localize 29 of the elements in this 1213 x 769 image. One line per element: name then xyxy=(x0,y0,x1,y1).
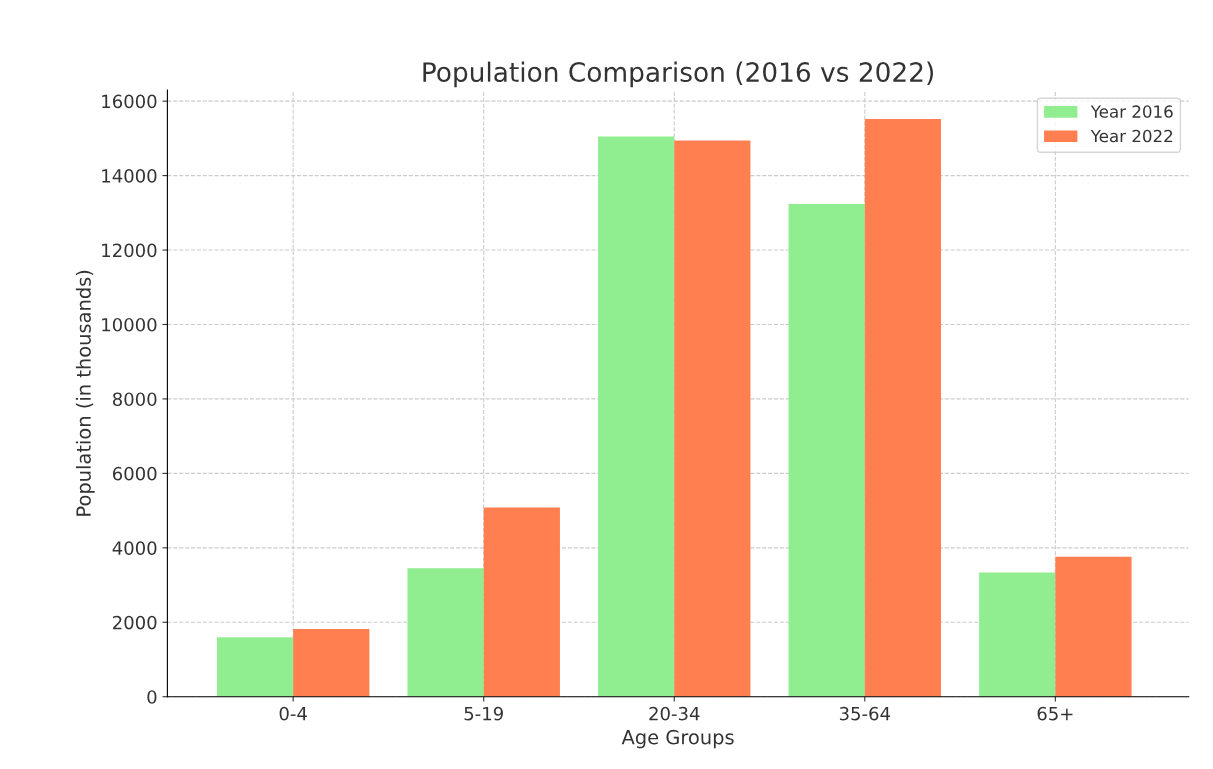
chart-title: Population Comparison (2016 vs 2022) xyxy=(423,61,934,88)
y-axis-title: Population (in thousands) xyxy=(75,270,95,516)
y-tick-label: 8000 xyxy=(112,392,157,407)
x-tick-label: 0-4 xyxy=(279,706,307,721)
bar xyxy=(598,136,675,697)
bar xyxy=(407,568,484,697)
y-tick-label: 12000 xyxy=(102,243,157,258)
x-axis-title: Age Groups xyxy=(621,729,734,749)
x-tick-label: 65+ xyxy=(1037,706,1073,721)
bar xyxy=(864,119,942,697)
y-tick-label: 0 xyxy=(147,690,157,704)
legend-label: Year 2022 xyxy=(1090,129,1173,143)
bar xyxy=(293,628,370,697)
bar xyxy=(483,507,560,697)
y-tick-label: 14000 xyxy=(102,169,157,183)
bar xyxy=(1055,556,1132,697)
y-tick-label: 4000 xyxy=(112,541,157,555)
bar xyxy=(674,140,751,697)
y-tick-label: 2000 xyxy=(113,615,157,630)
x-tick-label: 35-64 xyxy=(839,706,891,721)
legend-label: Year 2016 xyxy=(1090,105,1173,118)
y-tick-label: 6000 xyxy=(112,466,157,481)
x-tick-label: 5-19 xyxy=(464,706,503,721)
y-tick-label: 16000 xyxy=(102,94,157,109)
y-tick-label: 10000 xyxy=(102,317,157,332)
bar xyxy=(216,637,294,697)
bar xyxy=(979,572,1056,697)
bar xyxy=(788,203,865,697)
x-tick-label: 20-34 xyxy=(649,706,700,721)
